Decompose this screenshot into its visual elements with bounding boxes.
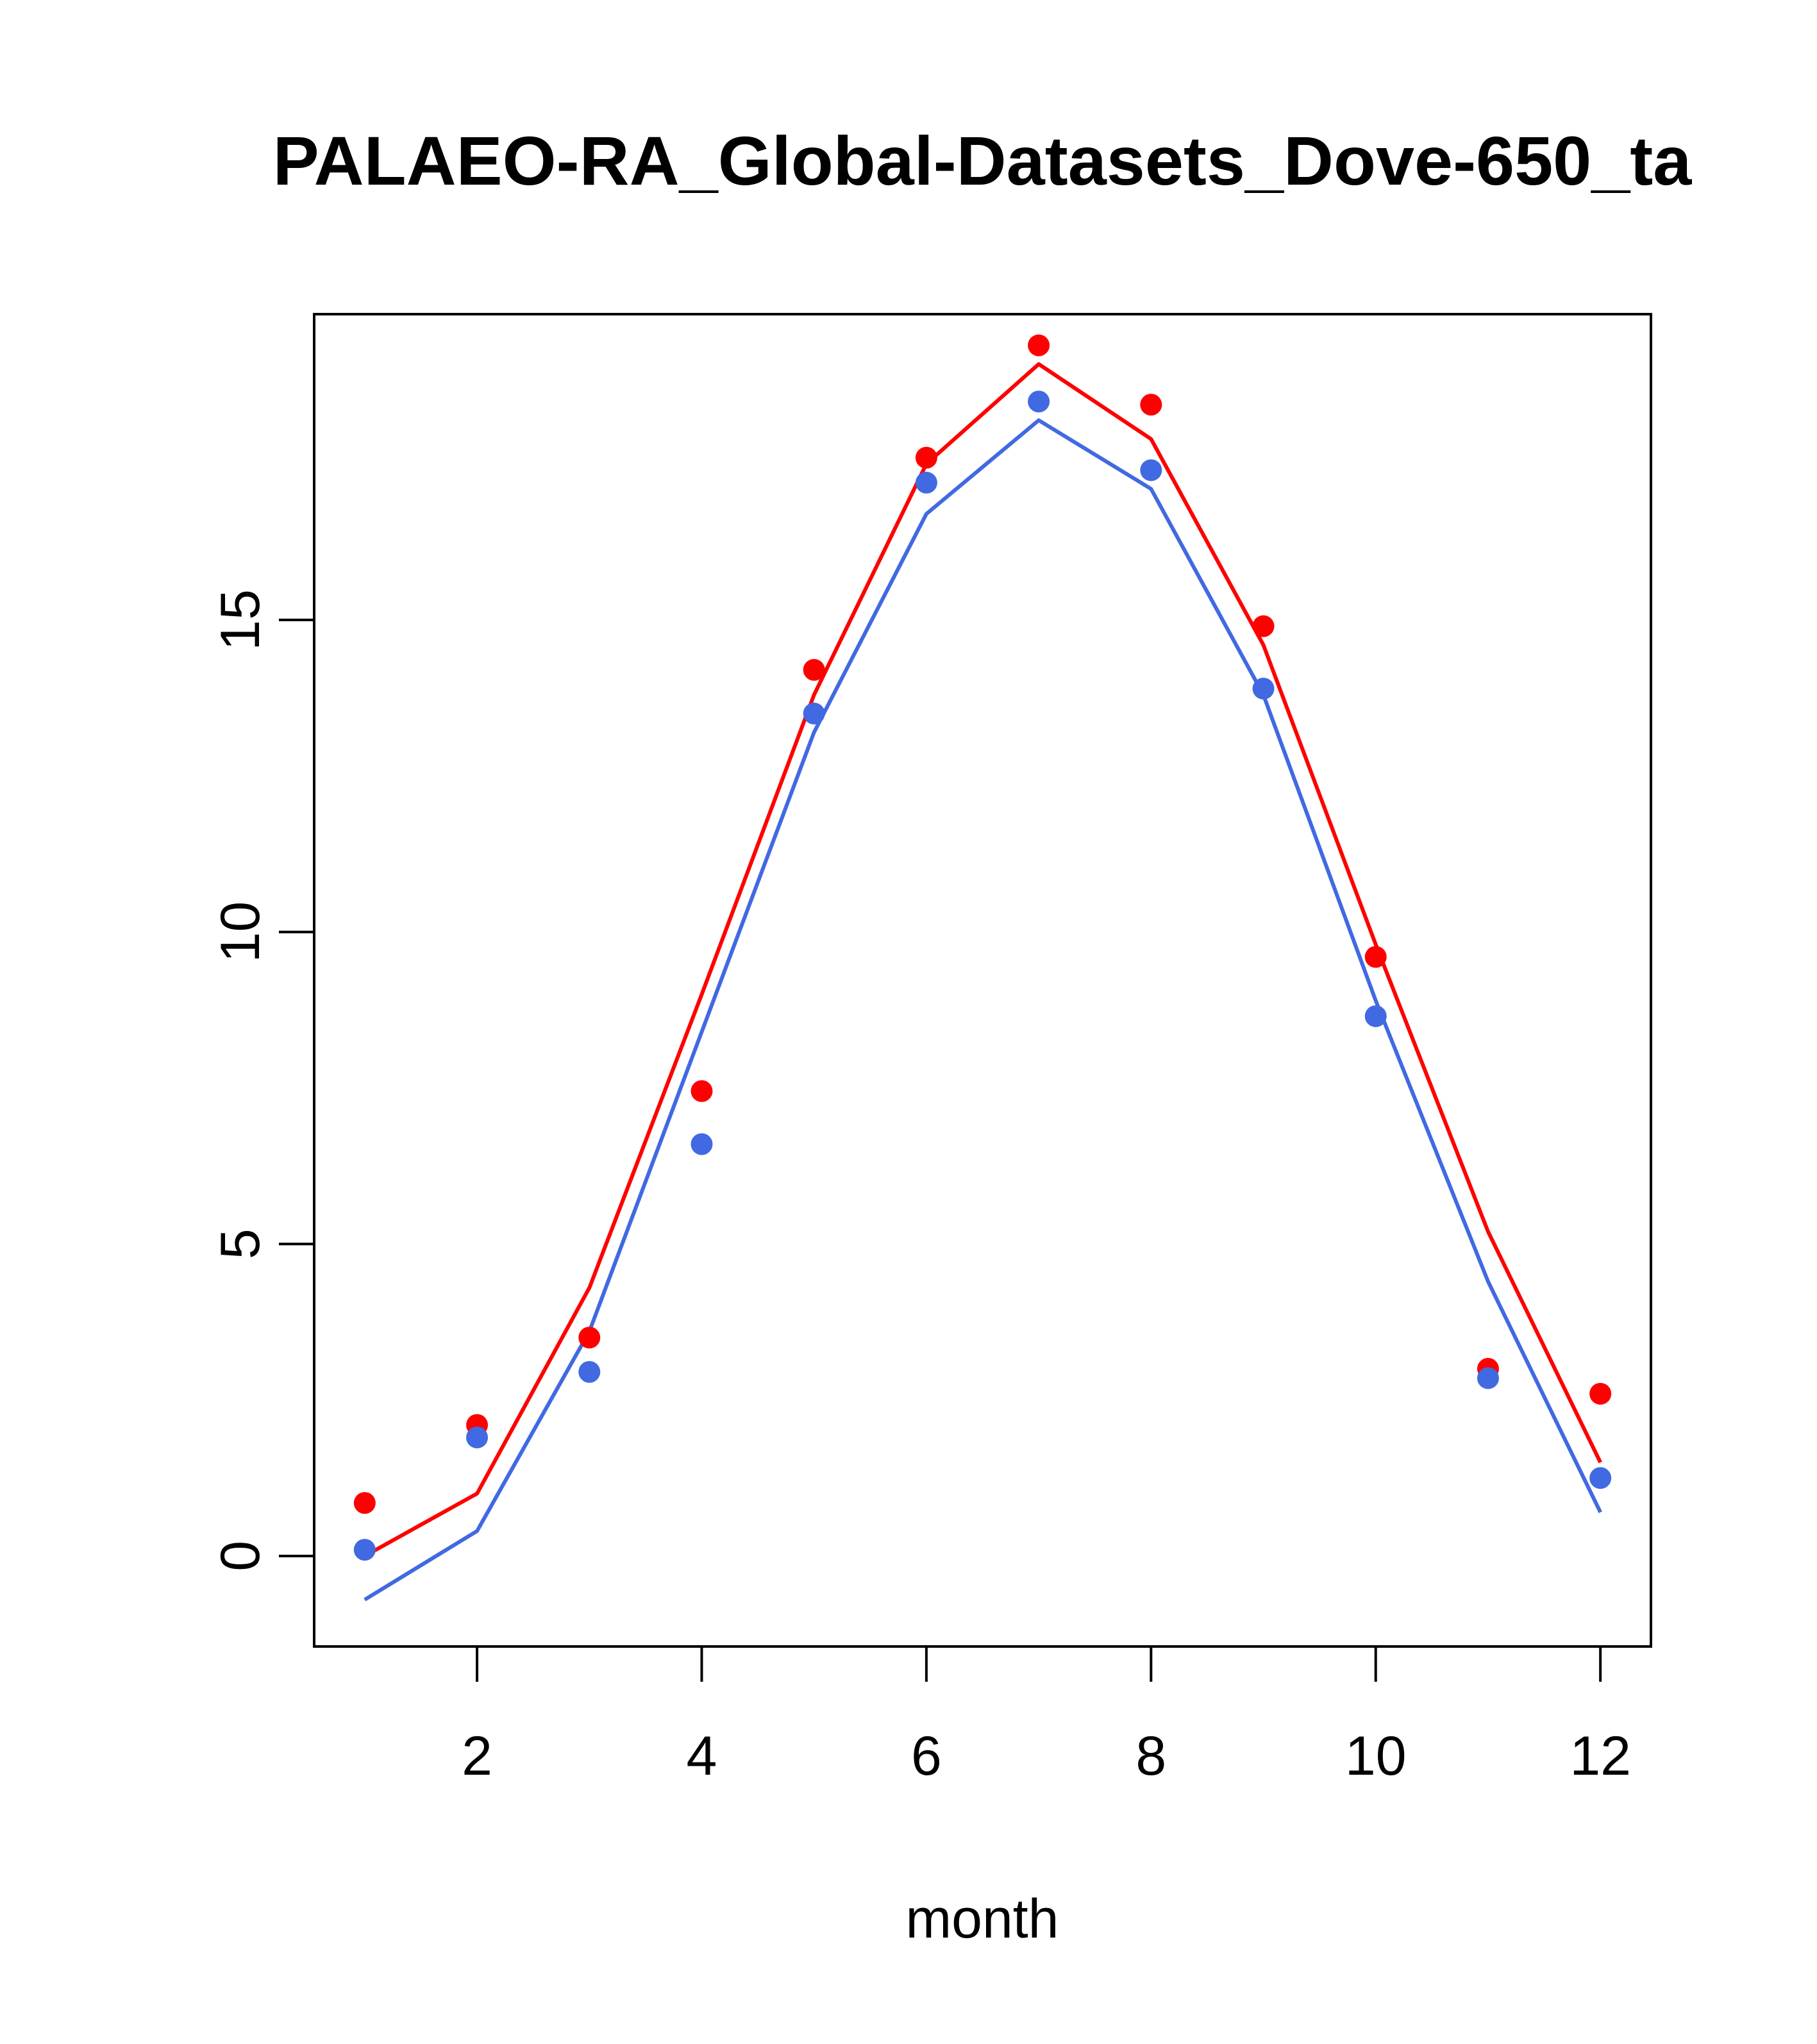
x-tick-label: 12 xyxy=(1570,1725,1631,1787)
red-point xyxy=(1252,615,1275,637)
chart-title: PALAEO-RA_Global-Datasets_Dove-650_ta xyxy=(273,122,1693,199)
blue-point xyxy=(915,471,937,494)
blue-point xyxy=(1028,390,1050,413)
x-axis-label: month xyxy=(905,1888,1059,1950)
x-tick-label: 8 xyxy=(1135,1725,1166,1787)
red-point xyxy=(1589,1382,1612,1405)
red-line xyxy=(364,362,1602,1558)
blue-points xyxy=(353,390,1612,1561)
series-lines xyxy=(364,362,1602,1602)
blue-line xyxy=(364,418,1602,1602)
plot-frame xyxy=(313,313,1652,1648)
y-axis: 0 5 10 15 xyxy=(210,589,315,1571)
blue-point xyxy=(803,702,825,725)
blue-point xyxy=(466,1426,489,1448)
blue-point xyxy=(1589,1467,1612,1489)
blue-point xyxy=(1364,1005,1387,1027)
blue-point xyxy=(1140,459,1162,482)
blue-point xyxy=(691,1133,713,1155)
x-axis: 2 4 6 8 10 12 xyxy=(462,1645,1631,1787)
blue-point xyxy=(578,1361,601,1383)
y-tick-label: 0 xyxy=(210,1541,271,1571)
x-tick-label: 10 xyxy=(1345,1725,1407,1787)
red-points xyxy=(353,334,1612,1514)
blue-point xyxy=(1252,677,1275,699)
y-tick-label: 5 xyxy=(210,1228,271,1259)
y-tick-label: 15 xyxy=(210,589,271,651)
red-point xyxy=(1140,394,1162,416)
red-point xyxy=(803,658,825,681)
series-points xyxy=(353,334,1612,1561)
blue-point xyxy=(353,1539,376,1561)
red-point xyxy=(691,1080,713,1102)
x-tick-label: 6 xyxy=(911,1725,942,1787)
red-point xyxy=(915,446,937,469)
y-tick-label: 10 xyxy=(210,901,271,963)
red-point xyxy=(578,1327,601,1349)
red-point xyxy=(1364,946,1387,968)
blue-point xyxy=(1477,1367,1499,1389)
x-tick-label: 2 xyxy=(462,1725,492,1787)
red-point xyxy=(1028,334,1050,356)
red-point xyxy=(353,1492,376,1514)
x-tick-label: 4 xyxy=(687,1725,717,1787)
